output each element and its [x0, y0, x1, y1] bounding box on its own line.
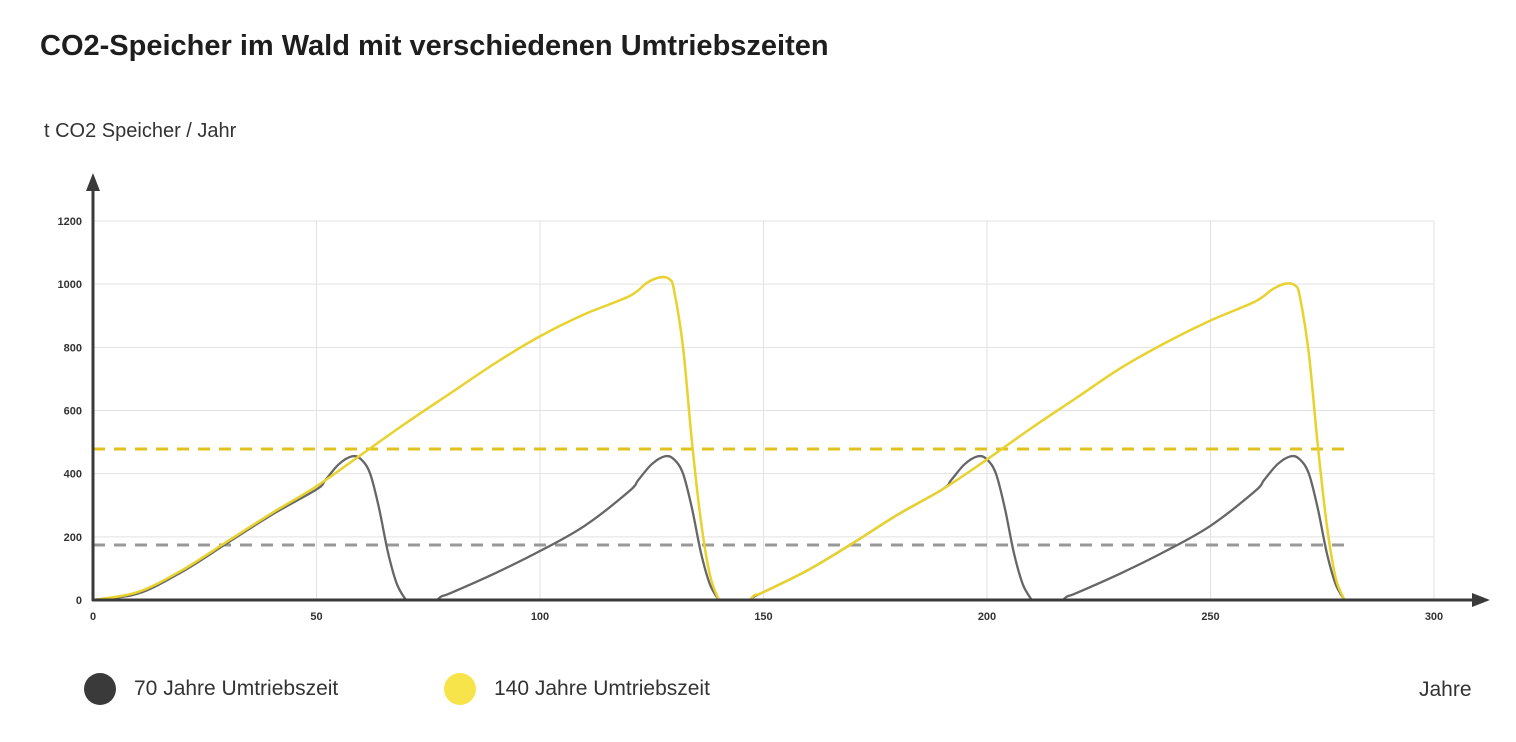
legend-dot-icon	[84, 673, 116, 705]
x-tick-label: 200	[978, 611, 996, 623]
y-tick-label: 200	[64, 532, 82, 544]
legend-label: 70 Jahre Umtriebszeit	[134, 677, 339, 700]
x-axis-arrow-icon	[1472, 593, 1490, 607]
x-tick-label: 50	[310, 611, 322, 623]
y-tick-label: 400	[64, 469, 82, 481]
x-axis-label: Jahre	[1419, 678, 1472, 701]
chart-title: CO2-Speicher im Wald mit verschiedenen U…	[40, 30, 829, 62]
x-tick-label: 0	[90, 611, 96, 623]
legend-label: 140 Jahre Umtriebszeit	[494, 677, 710, 700]
series-line-70	[436, 454, 720, 601]
series-line-140	[92, 275, 720, 602]
y-axis-label: t CO2 Speicher / Jahr	[44, 120, 237, 142]
series-line-140	[749, 282, 1346, 601]
y-tick-label: 1200	[58, 216, 82, 228]
series-line-70	[92, 454, 407, 602]
y-tick-label: 800	[64, 342, 82, 354]
legend-dot-icon	[444, 673, 476, 705]
x-tick-label: 100	[531, 611, 549, 623]
y-tick-label: 1000	[58, 279, 82, 291]
y-tick-label: 0	[76, 595, 82, 607]
x-tick-label: 300	[1425, 611, 1443, 623]
x-tick-label: 250	[1201, 611, 1219, 623]
legend-item-140: 140 Jahre Umtriebszeit	[444, 673, 710, 705]
series-line-70	[1062, 454, 1346, 601]
y-tick-label: 600	[64, 406, 82, 418]
y-axis-arrow-icon	[86, 173, 100, 191]
x-tick-label: 150	[754, 611, 772, 623]
legend-item-70: 70 Jahre Umtriebszeit	[84, 673, 338, 705]
